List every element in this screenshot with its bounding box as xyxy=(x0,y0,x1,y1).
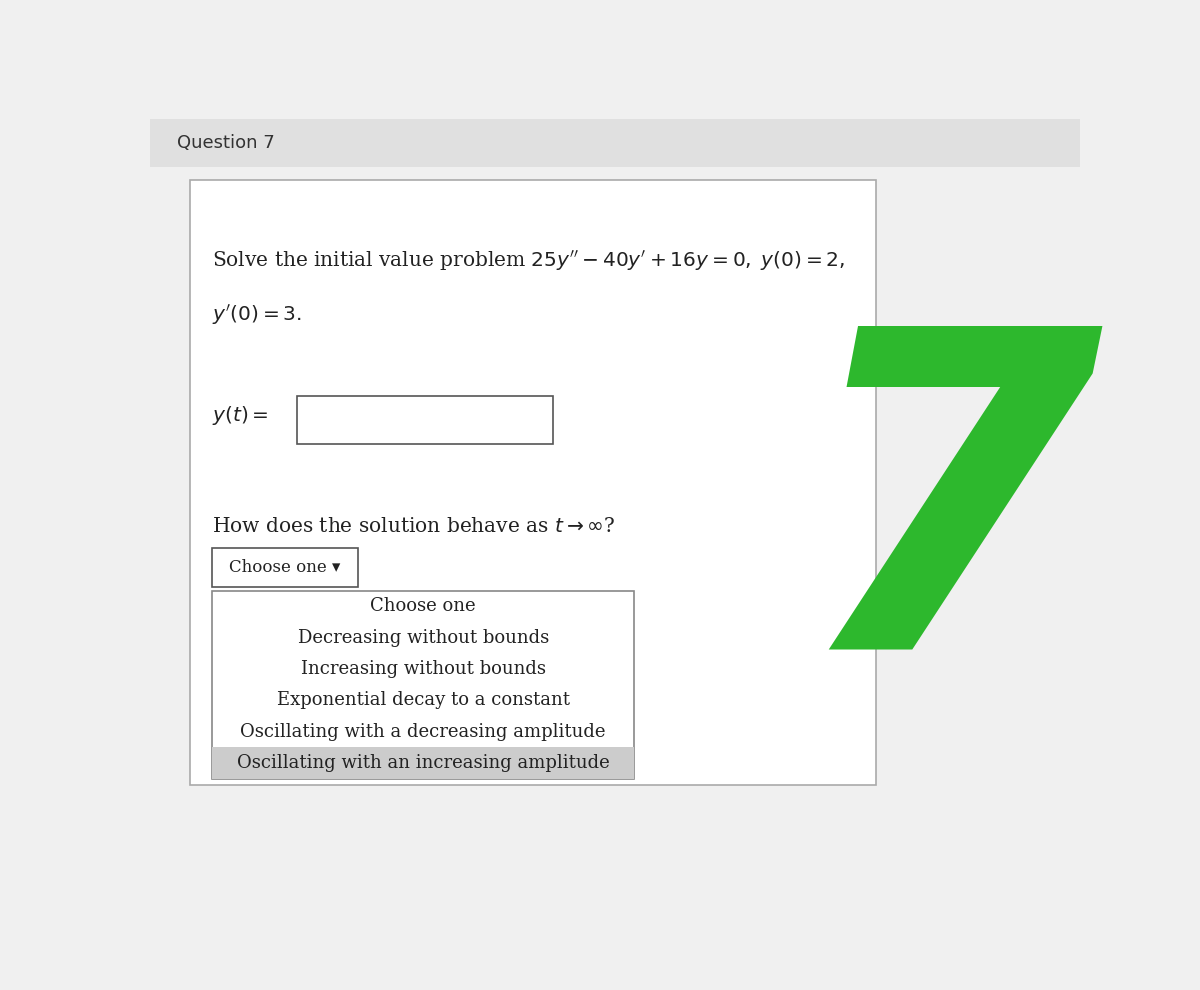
Text: Choose one ▾: Choose one ▾ xyxy=(229,559,341,576)
Text: Decreasing without bounds: Decreasing without bounds xyxy=(298,629,548,646)
Text: Question 7: Question 7 xyxy=(178,134,275,151)
Text: Increasing without bounds: Increasing without bounds xyxy=(301,660,546,678)
Text: How does the solution behave as $t \to \infty$?: How does the solution behave as $t \to \… xyxy=(212,518,616,537)
FancyBboxPatch shape xyxy=(212,548,358,587)
FancyBboxPatch shape xyxy=(150,119,1080,166)
FancyBboxPatch shape xyxy=(212,591,635,779)
Text: Oscillating with an increasing amplitude: Oscillating with an increasing amplitude xyxy=(236,754,610,772)
Text: Oscillating with a decreasing amplitude: Oscillating with a decreasing amplitude xyxy=(240,723,606,741)
FancyBboxPatch shape xyxy=(298,396,553,444)
FancyBboxPatch shape xyxy=(212,747,635,779)
FancyBboxPatch shape xyxy=(191,180,876,785)
Text: Choose one: Choose one xyxy=(371,598,476,616)
Text: Exponential decay to a constant: Exponential decay to a constant xyxy=(277,691,570,710)
Text: 7: 7 xyxy=(793,312,1103,742)
Text: Solve the initial value problem $25y'' - 40y' + 16y = 0,\; y(0) = 2,$: Solve the initial value problem $25y'' -… xyxy=(212,249,845,273)
Text: $y(t) =$: $y(t) =$ xyxy=(212,404,269,427)
Text: $y'(0) = 3.$: $y'(0) = 3.$ xyxy=(212,303,302,328)
